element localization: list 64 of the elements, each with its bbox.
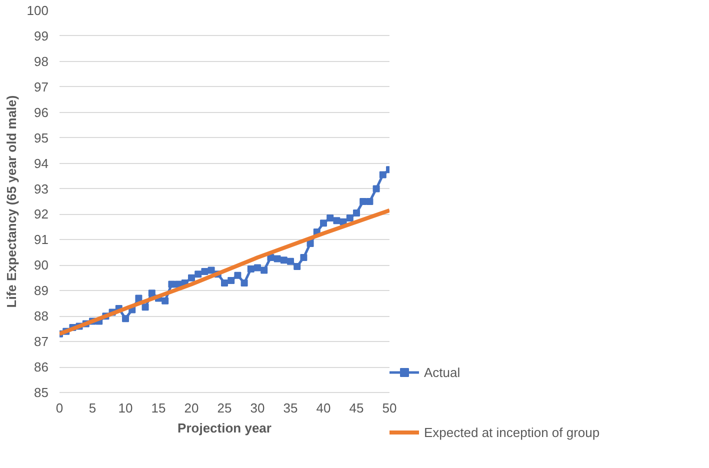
y-tick-label: 89 — [34, 283, 49, 298]
point — [287, 258, 294, 265]
y-tick-label: 88 — [34, 308, 49, 324]
point — [221, 279, 228, 286]
point — [379, 171, 386, 178]
y-tick-label: 92 — [34, 206, 49, 222]
y-axis-title: Life Expectancy (65 year old male) — [4, 95, 19, 308]
point — [142, 304, 149, 311]
y-tick-label: 94 — [34, 156, 49, 171]
point — [208, 266, 215, 274]
x-tick-label: 10 — [118, 400, 133, 416]
point — [260, 266, 268, 274]
point — [326, 214, 334, 222]
y-tick-label: 96 — [34, 104, 49, 120]
y-tick-label: 85 — [34, 385, 49, 400]
y-tick-label: 91 — [34, 232, 49, 248]
y-tick-label: 99 — [34, 28, 49, 44]
x-tick-label: 0 — [56, 400, 64, 416]
point — [254, 264, 261, 272]
point — [135, 294, 142, 302]
x-tick-label: 20 — [184, 400, 199, 416]
x-tick-label: 35 — [283, 400, 298, 416]
x-axis-title: Projection year — [178, 420, 272, 436]
point — [228, 276, 235, 284]
point — [148, 290, 156, 297]
point — [201, 268, 208, 276]
y-tick-label: 97 — [34, 79, 49, 94]
y-tick-label: 98 — [34, 54, 49, 69]
point — [366, 198, 374, 205]
line-series — [60, 208, 390, 336]
point — [194, 270, 202, 278]
point — [234, 272, 242, 279]
point — [240, 279, 248, 286]
point — [320, 220, 327, 227]
point — [300, 254, 308, 262]
point — [306, 240, 314, 248]
point — [274, 255, 281, 262]
point — [162, 297, 169, 304]
legend-label: Expected at inception of group — [424, 424, 600, 440]
x-tick-label: 30 — [250, 400, 265, 416]
y-tick-label: 86 — [34, 360, 49, 375]
y-tick-label: 90 — [34, 258, 49, 273]
y-tick-label: 100 — [26, 3, 49, 18]
x-tick-label: 50 — [382, 400, 397, 416]
point — [168, 280, 176, 288]
y-tick-label: 87 — [34, 334, 49, 350]
point — [353, 209, 360, 216]
point — [188, 274, 195, 282]
y-tick-label: 93 — [34, 181, 49, 196]
point — [360, 198, 367, 205]
x-tick-label: 40 — [316, 400, 331, 416]
point — [280, 256, 288, 264]
point — [346, 214, 354, 222]
x-tick-label: 25 — [217, 400, 232, 416]
point — [122, 315, 129, 322]
legend-label: Actual — [424, 364, 460, 380]
x-tick-label: 45 — [349, 400, 364, 416]
point — [372, 185, 380, 192]
point — [333, 217, 340, 224]
point — [247, 265, 254, 272]
x-tick-label: 15 — [151, 400, 166, 416]
point — [294, 262, 301, 270]
x-tick-label: 5 — [88, 400, 96, 416]
y-tick-label: 95 — [34, 130, 49, 146]
